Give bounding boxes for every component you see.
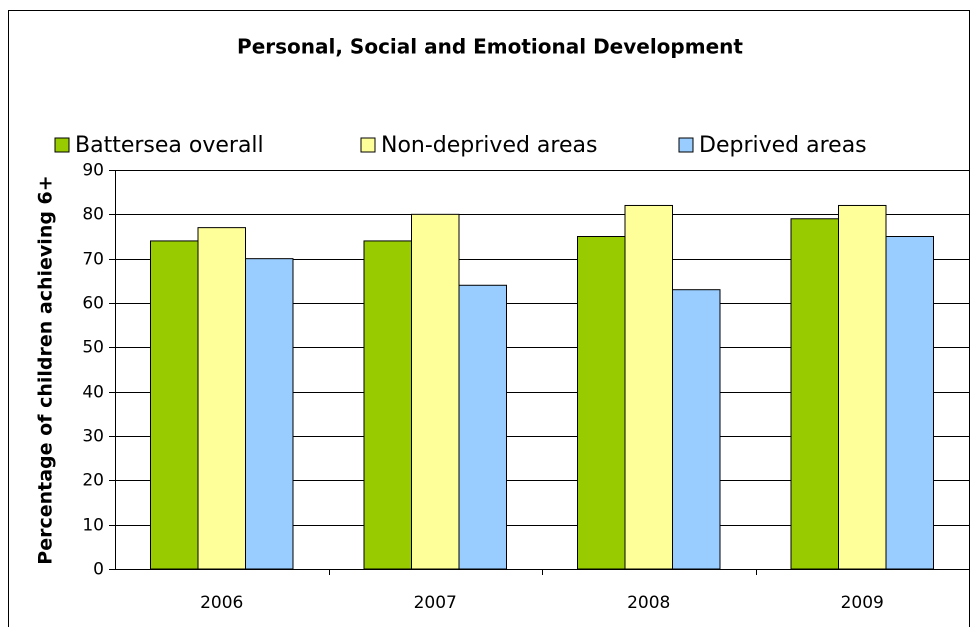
legend-swatch <box>360 137 376 153</box>
x-tick-label: 2009 <box>841 593 884 613</box>
bar <box>790 218 839 570</box>
bar <box>577 236 626 570</box>
bar <box>150 240 199 570</box>
y-tick-label: 50 <box>82 338 104 358</box>
bar <box>838 204 887 570</box>
y-tick-label: 20 <box>82 471 104 491</box>
legend-swatch <box>54 137 70 153</box>
bar <box>197 227 246 570</box>
bar <box>245 258 294 570</box>
bar <box>672 289 721 570</box>
bar <box>624 204 673 570</box>
x-tick-label: 2006 <box>200 593 243 613</box>
y-tick-label: 30 <box>82 427 104 447</box>
legend-swatch <box>678 137 694 153</box>
y-tick-label: 40 <box>82 383 104 403</box>
y-axis-label: Percentage of children achieving 6+ <box>35 175 57 564</box>
y-tick-label: 80 <box>82 205 104 225</box>
x-tick-label: 2008 <box>627 593 670 613</box>
y-tick-label: 70 <box>82 250 104 270</box>
y-tick-label: 10 <box>82 516 104 536</box>
y-tick-label: 90 <box>82 161 104 181</box>
bar <box>411 213 460 570</box>
legend-label: Deprived areas <box>699 133 867 158</box>
legend-label: Non-deprived areas <box>381 133 597 158</box>
x-tick-label: 2007 <box>414 593 457 613</box>
chart-title: Personal, Social and Emotional Developme… <box>237 35 743 59</box>
y-tick-label: 60 <box>82 294 104 314</box>
legend-label: Battersea overall <box>75 133 264 158</box>
bar <box>885 236 934 570</box>
y-tick-label: 0 <box>93 560 104 580</box>
bar <box>363 240 412 570</box>
bar <box>458 284 507 570</box>
